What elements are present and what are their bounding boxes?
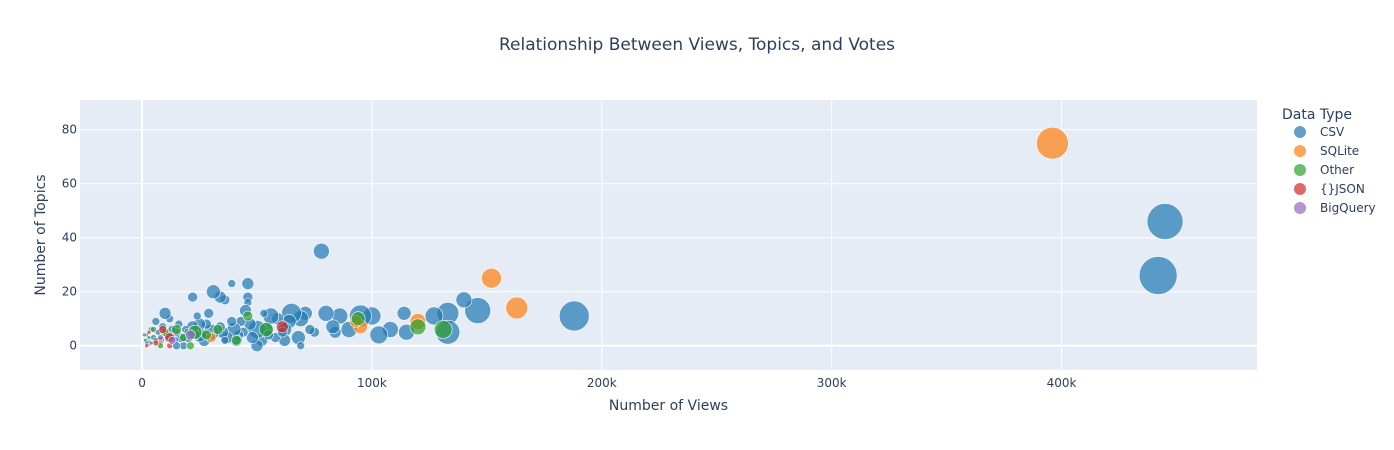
x-tick-label: 100k [357,376,387,390]
data-point [220,335,230,345]
legend-label: {}JSON [1320,182,1365,196]
data-point [206,284,221,300]
data-point [158,306,172,320]
legend-marker [1294,202,1306,214]
y-tick-label: 0 [69,339,77,353]
x-tick-label: 300k [817,376,847,390]
legend-marker [1294,126,1306,138]
data-point [275,320,289,334]
y-axis-title: Number of Topics [33,174,49,295]
data-point [142,332,147,338]
data-points [142,126,1184,353]
data-point [246,331,259,344]
data-point [186,341,195,351]
x-tick-labels: 0 100k 200k 300k 400k [138,376,1076,390]
data-point [455,291,473,309]
data-point [424,306,444,326]
data-point [1138,256,1178,295]
data-point [148,340,154,346]
y-tick-label: 80 [62,123,77,137]
legend: Data Type CSV SQLite Other {}JSON BigQuery [1282,107,1376,215]
legend-title: Data Type [1282,107,1352,123]
legend-marker [1294,183,1306,195]
data-point [313,242,330,260]
data-point [317,304,335,322]
chart-title: Relationship Between Views, Topics, and … [499,35,895,55]
data-point [231,334,242,346]
data-point [1146,203,1184,240]
data-point [396,305,412,321]
y-tick-label: 40 [62,231,77,245]
data-point [152,339,160,347]
legend-label: Other [1320,163,1354,177]
data-point [558,300,590,332]
data-point [258,322,274,337]
data-point [409,318,427,336]
data-point [144,343,149,349]
data-point [146,329,152,335]
data-point [146,335,152,340]
data-point [350,311,366,327]
data-point [369,325,389,345]
y-tick-label: 60 [62,177,77,191]
legend-label: CSV [1320,125,1345,139]
data-point [151,317,161,326]
data-point [1036,126,1069,160]
data-point [296,341,305,351]
data-point [203,307,215,319]
data-point [505,296,529,320]
x-axis-title: Number of Views [609,398,728,414]
data-point [212,324,224,335]
y-tick-label: 20 [62,285,77,299]
legend-label: BigQuery [1320,201,1376,215]
x-tick-label: 200k [587,376,617,390]
data-point [241,277,255,290]
data-point [167,335,177,345]
data-point [325,319,341,335]
legend-marker [1294,145,1306,157]
data-point [226,316,238,327]
series-0 [143,203,1184,353]
data-point [259,308,269,318]
data-point [201,329,212,341]
x-tick-label: 400k [1047,376,1077,390]
data-point [481,267,502,289]
data-point [150,326,157,333]
y-tick-labels: 0 20 40 60 80 [62,123,77,353]
data-point [171,324,182,335]
data-point [304,324,316,335]
data-point [242,310,254,322]
data-point [158,325,168,334]
data-point [157,334,164,341]
legend-label: SQLite [1320,144,1359,158]
data-point [227,279,237,288]
data-point [185,329,196,341]
data-point [433,320,453,339]
data-point [187,291,198,303]
data-point [464,297,491,324]
legend-marker [1294,164,1306,176]
series-4 [148,329,196,346]
data-point [192,311,202,321]
x-tick-label: 0 [138,376,146,390]
